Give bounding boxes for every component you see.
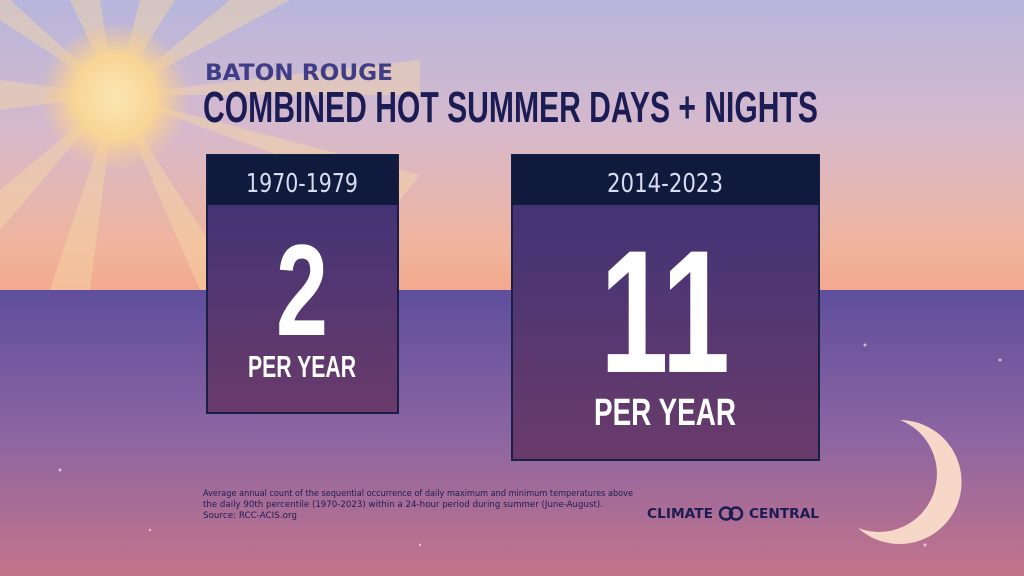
logo: CLIMATE CENTRAL [647,506,819,522]
footnote: Average annual count of the sequential o… [203,489,633,521]
unit: PER YEAR [594,392,736,434]
sun [40,22,190,172]
period: 1970-1979 [246,169,358,199]
period: 2014-2023 [607,169,723,199]
logo-right: CENTRAL [749,507,819,522]
kicker: BATON ROUGE [205,61,393,86]
title: COMBINED HOT SUMMER DAYS + NIGHTS [203,83,818,132]
unit: PER YEAR [248,349,356,384]
stars [58,343,1002,547]
value: 11 [600,215,730,410]
panel: 2014-2023 11 PER YEAR [511,154,820,461]
moon [858,420,962,544]
panel: 1970-1979 2 PER YEAR [206,154,399,414]
value: 2 [276,217,328,363]
logo-left: CLIMATE [647,507,713,522]
footnote-line: Source: RCC-ACIS.org [203,511,297,521]
footnote-line: the daily 90th percentile (1970-2023) wi… [203,500,603,510]
footnote-line: Average annual count of the sequential o… [203,489,633,499]
